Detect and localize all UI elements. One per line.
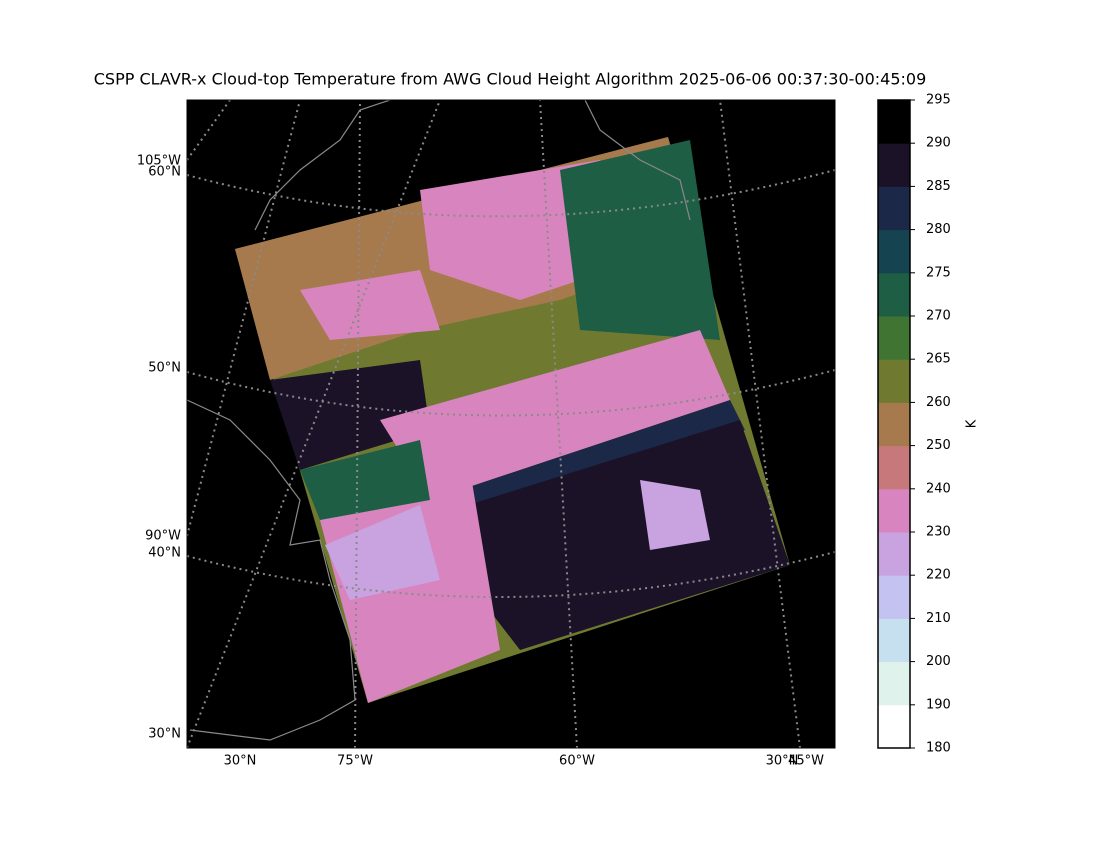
colorbar-label: K: [965, 419, 980, 428]
colorbar-bin: [878, 488, 910, 533]
colorbar-bin: [878, 575, 910, 619]
cloud-patch: [270, 360, 430, 470]
colorbar-bin: [878, 229, 910, 274]
colorbar-tick-label: 190: [926, 697, 951, 712]
colorbar-bin: [878, 618, 910, 663]
graticule: [187, 169, 835, 218]
graticule: [187, 369, 835, 417]
colorbar-tick-label: 250: [926, 438, 951, 453]
colorbar-frame: [877, 99, 911, 749]
colorbar-tick-label: 285: [926, 179, 951, 194]
colorbar-tick-label: 230: [926, 525, 951, 540]
colorbar-bin: [878, 100, 910, 144]
map-labels: 105°W60°N 50°N 90°W 40°N 30°N 30°N 75°W 60°W 30°…: [137, 154, 824, 769]
graticule: [719, 100, 801, 748]
cloud-patch: [325, 505, 440, 600]
colorbar-tick-label: 200: [926, 654, 951, 669]
colorbar-tick-label: 295: [926, 93, 951, 108]
colorbar-tick-label: 260: [926, 395, 951, 410]
colorbar-bin: [878, 272, 910, 317]
graticule: [187, 100, 441, 748]
map: [186, 99, 836, 749]
lat-lon-label: 45°W: [788, 754, 824, 769]
cloud-patch: [300, 270, 440, 340]
lat-lon-label: 60°N: [148, 165, 181, 180]
colorbar-bin: [878, 402, 910, 447]
cloud-patch: [380, 330, 730, 500]
cloud-patch: [300, 440, 430, 520]
lat-lon-label: 40°N: [148, 546, 181, 561]
colorbar-bin: [878, 532, 910, 576]
colorbar-tick-label: 210: [926, 611, 951, 626]
coastline: [254, 100, 391, 231]
lat-lon-label: 75°W: [337, 754, 373, 769]
cloud-patch: [640, 480, 710, 550]
graticule: [187, 551, 835, 598]
colorbar-bin: [878, 704, 910, 749]
colorbar: 180 190 200 210 220 230 240 250 260 265 270 275 280 2…: [877, 93, 980, 756]
lat-lon-label: 90°W: [145, 529, 181, 544]
colorbar-bin: [878, 661, 910, 706]
lat-lon-label: 30°N: [766, 754, 799, 769]
cloud-patch: [420, 420, 790, 650]
colorbar-tick-label: 265: [926, 352, 951, 367]
coastline: [584, 100, 691, 221]
title: CSPP CLAVR-x Cloud-top Temperature from …: [94, 70, 927, 89]
cloud-patch: [430, 400, 745, 520]
graticule: [187, 100, 231, 161]
lat-lon-label: 105°W: [137, 154, 181, 169]
map-frame: [186, 99, 836, 749]
coastline: [187, 399, 356, 741]
colorbar-bin: [878, 143, 910, 187]
graticule: [539, 100, 578, 748]
lat-lon-label: 50°N: [148, 361, 181, 376]
cloud-patch: [560, 140, 720, 340]
lat-lon-label: 30°N: [224, 754, 257, 769]
colorbar-tick-label: 240: [926, 481, 951, 496]
colorbar-tick-label: 220: [926, 568, 951, 583]
colorbar-tick-label: 275: [926, 265, 951, 280]
colorbar-tick-label: 280: [926, 222, 951, 237]
colorbar-bin: [878, 445, 910, 490]
colorbar-tick-label: 180: [926, 741, 951, 756]
colorbar-tick-label: 290: [926, 136, 951, 151]
colorbar-bin: [878, 359, 910, 403]
graticule: [354, 100, 361, 748]
colorbar-tick-label: 270: [926, 309, 951, 324]
lat-lon-label: 60°W: [559, 754, 595, 769]
colorbar-bin: [878, 186, 910, 231]
lat-lon-label: 30°N: [148, 727, 181, 742]
colorbar-bin: [878, 316, 910, 360]
